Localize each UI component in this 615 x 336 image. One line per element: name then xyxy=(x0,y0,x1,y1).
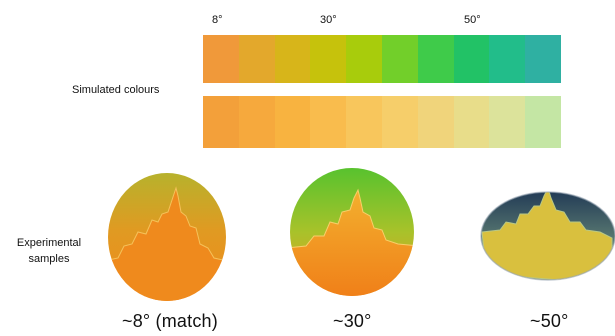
simulated-colours-label: Simulated colours xyxy=(72,84,160,96)
sample-disc-30 xyxy=(290,168,414,296)
simulated-swatch-0 xyxy=(203,35,239,83)
angle-label-8: 8° xyxy=(212,14,223,26)
lower-swatch-7 xyxy=(453,96,490,148)
simulated-swatch-4 xyxy=(346,35,382,83)
sample-disc-50 xyxy=(480,191,615,281)
lower-swatch-1 xyxy=(238,96,275,148)
experimental-label-line1: Experimental xyxy=(16,237,82,249)
angle-label-50: 50° xyxy=(464,14,481,26)
lower-swatch-4 xyxy=(346,96,382,148)
simulated-swatch-1 xyxy=(238,35,275,83)
simulated-swatch-3 xyxy=(310,35,347,83)
simulated-swatch-7 xyxy=(453,35,490,83)
simulated-swatch-9 xyxy=(525,35,561,83)
simulated-swatch-6 xyxy=(417,35,454,83)
lower-swatch-5 xyxy=(381,96,418,148)
simulated-swatch-2 xyxy=(274,35,311,83)
experimental-samples-label: Experimental samples xyxy=(4,235,94,267)
lower-swatch-2 xyxy=(274,96,311,148)
simulated-swatch-5 xyxy=(381,35,418,83)
lower-colour-strip xyxy=(203,96,561,148)
lower-swatch-8 xyxy=(489,96,526,148)
experimental-label-line2: samples xyxy=(28,253,70,265)
sample-caption-8: ~8° (match) xyxy=(122,311,218,331)
lower-swatch-3 xyxy=(310,96,347,148)
simulated-swatch-8 xyxy=(489,35,526,83)
lower-swatch-6 xyxy=(417,96,454,148)
simulated-colour-strip xyxy=(203,35,561,83)
lower-swatch-9 xyxy=(525,96,561,148)
angle-label-30: 30° xyxy=(320,14,337,26)
sample-disc-8 xyxy=(108,173,226,301)
sample-caption-30: ~30° xyxy=(333,311,372,331)
sample-caption-50: ~50° xyxy=(530,311,569,331)
lower-swatch-0 xyxy=(203,96,239,148)
